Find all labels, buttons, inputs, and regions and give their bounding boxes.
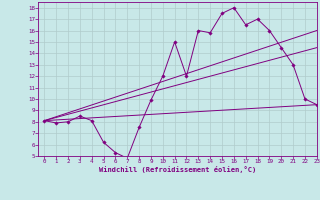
X-axis label: Windchill (Refroidissement éolien,°C): Windchill (Refroidissement éolien,°C) bbox=[99, 166, 256, 173]
